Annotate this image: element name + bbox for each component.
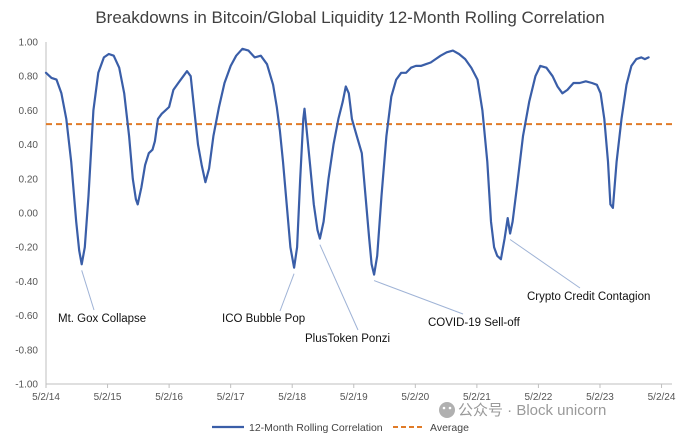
x-tick-label: 5/2/21 bbox=[463, 392, 491, 403]
legend-label-average: Average bbox=[430, 422, 469, 434]
y-tick-label: 0.00 bbox=[19, 209, 39, 220]
legend-label-correlation: 12-Month Rolling Correlation bbox=[249, 422, 383, 434]
annotation-label: Crypto Credit Contagion bbox=[527, 291, 650, 303]
x-tick-label: 5/2/19 bbox=[340, 392, 368, 403]
annotation-label: ICO Bubble Pop bbox=[222, 313, 305, 325]
annotation-label: PlusToken Ponzi bbox=[305, 333, 390, 345]
y-tick-label: 1.00 bbox=[19, 38, 39, 49]
annotation-leader-line bbox=[279, 273, 295, 312]
x-tick-label: 5/2/18 bbox=[278, 392, 306, 403]
y-tick-label: -0.40 bbox=[15, 277, 38, 288]
annotation-leader-line bbox=[509, 239, 581, 289]
y-tick-label: 0.40 bbox=[19, 140, 39, 151]
chart-title: Breakdowns in Bitcoin/Global Liquidity 1… bbox=[95, 8, 605, 27]
y-tick-label: 0.80 bbox=[19, 72, 39, 83]
y-tick-label: -0.60 bbox=[15, 311, 38, 322]
x-tick-label: 5/2/16 bbox=[155, 392, 183, 403]
x-tick-label: 5/2/23 bbox=[586, 392, 614, 403]
annotation-label: Mt. Gox Collapse bbox=[58, 313, 146, 325]
y-tick-label: 0.20 bbox=[19, 174, 39, 185]
x-tick-label: 5/2/14 bbox=[32, 392, 60, 403]
annotation-label: COVID-19 Sell-off bbox=[428, 317, 521, 329]
correlation-series-line bbox=[44, 47, 650, 276]
x-tick-label: 5/2/22 bbox=[525, 392, 553, 403]
y-tick-label: -0.80 bbox=[15, 345, 38, 356]
y-tick-label: -0.20 bbox=[15, 243, 38, 254]
x-tick-label: 5/2/20 bbox=[401, 392, 429, 403]
y-tick-label: -1.00 bbox=[15, 380, 38, 391]
x-tick-label: 5/2/17 bbox=[217, 392, 245, 403]
watermark-text: 公众号 · Block unicorn bbox=[458, 402, 606, 419]
y-tick-label: 0.60 bbox=[19, 106, 39, 117]
x-tick-label: 5/2/24 bbox=[648, 392, 676, 403]
annotation-leader-line bbox=[373, 280, 464, 315]
annotation-leader-line bbox=[319, 244, 359, 331]
annotation-leader-line bbox=[81, 270, 95, 311]
x-tick-label: 5/2/15 bbox=[94, 392, 122, 403]
wechat-icon bbox=[439, 402, 455, 418]
